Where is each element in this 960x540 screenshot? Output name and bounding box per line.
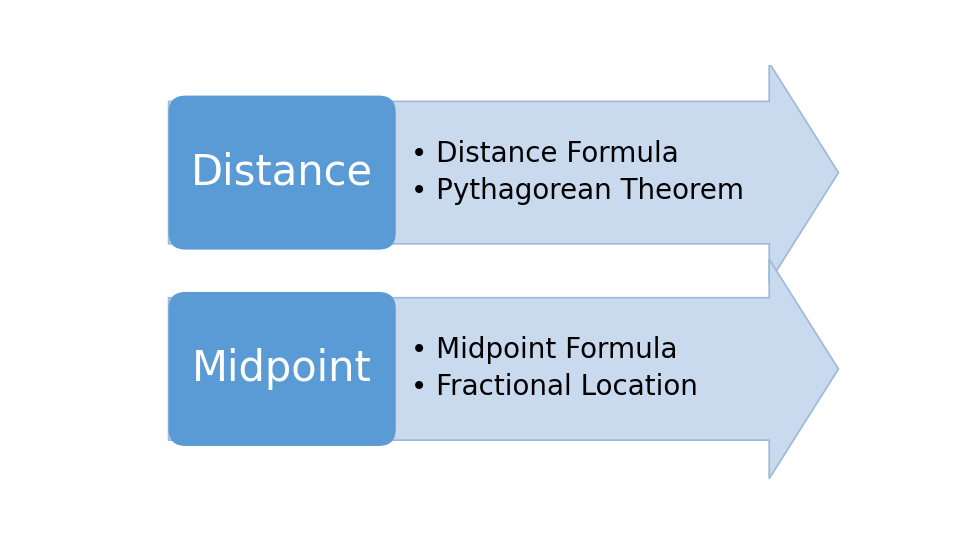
Polygon shape (169, 259, 838, 478)
FancyBboxPatch shape (169, 96, 396, 249)
FancyBboxPatch shape (169, 292, 396, 446)
Text: • Distance Formula: • Distance Formula (411, 140, 679, 168)
Text: Distance: Distance (191, 152, 373, 194)
Text: • Fractional Location: • Fractional Location (411, 374, 698, 401)
Polygon shape (169, 63, 838, 282)
Text: Midpoint: Midpoint (192, 348, 372, 390)
Text: • Pythagorean Theorem: • Pythagorean Theorem (411, 177, 744, 205)
Text: • Midpoint Formula: • Midpoint Formula (411, 336, 678, 365)
